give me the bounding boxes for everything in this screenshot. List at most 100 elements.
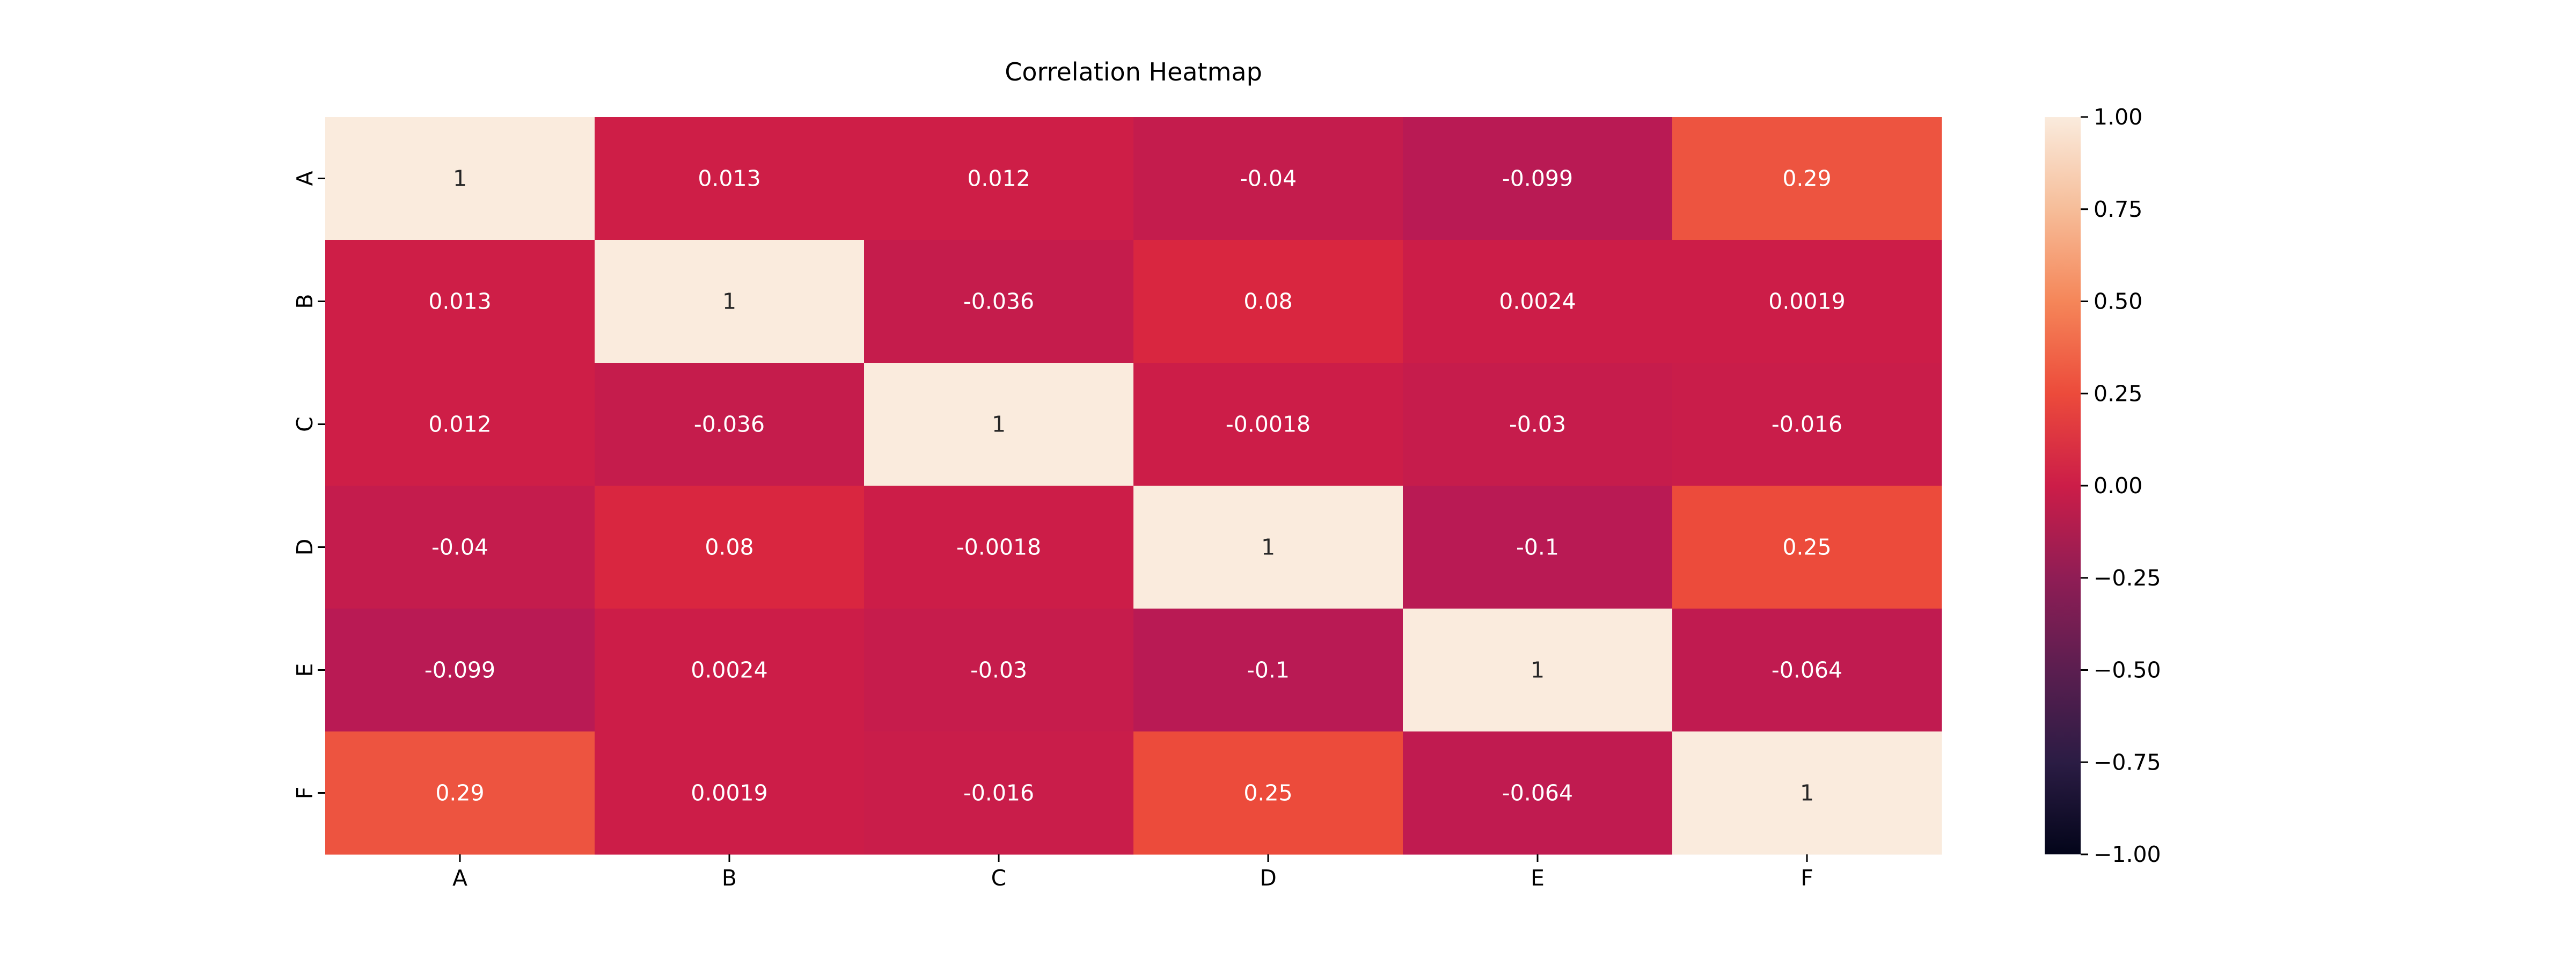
heatmap-cell [864, 117, 1134, 240]
heatmap-cell [1133, 609, 1403, 732]
x-tick-label: E [1531, 865, 1545, 891]
colorbar-tick-label: −0.75 [2094, 749, 2161, 775]
heatmap-cell [864, 486, 1134, 609]
heatmap-cell [325, 117, 595, 240]
colorbar-tick-label: −0.50 [2094, 657, 2161, 683]
heatmap-cell [864, 363, 1134, 486]
colorbar-tick-label: −0.25 [2094, 565, 2161, 591]
cell-annotation: 1 [1531, 657, 1545, 683]
cell-annotation: -0.03 [970, 657, 1027, 683]
heatmap-cell [1672, 609, 1942, 732]
colorbar-tick-label: 0.00 [2094, 473, 2142, 499]
x-tick-label: A [452, 865, 467, 891]
x-tick-label: D [1260, 865, 1277, 891]
cell-annotation: -0.04 [431, 535, 488, 560]
cell-annotation: -0.0018 [956, 535, 1041, 560]
heatmap-cell [1672, 363, 1942, 486]
cell-annotation: 0.25 [1243, 780, 1292, 806]
cell-annotation: 0.29 [435, 780, 484, 806]
cell-annotation: 0.29 [1782, 166, 1831, 192]
y-tick-label: A [292, 171, 318, 186]
cell-annotation: 1 [453, 166, 467, 192]
cell-annotation: 0.013 [698, 166, 760, 192]
y-tick-label: F [292, 787, 318, 800]
y-tick-label: E [292, 663, 318, 677]
cell-annotation: 1 [1800, 780, 1814, 806]
cell-annotation: 0.25 [1782, 535, 1831, 560]
x-tick-label: C [991, 865, 1007, 891]
cell-annotation: -0.016 [963, 780, 1034, 806]
cell-annotation: -0.099 [1502, 166, 1573, 192]
cell-annotation: -0.099 [425, 657, 495, 683]
heatmap-cell [595, 363, 865, 486]
heatmap-cell [325, 609, 595, 732]
heatmap-cell [864, 240, 1134, 363]
heatmap-cell [1672, 117, 1942, 240]
x-tick-label: F [1801, 865, 1813, 891]
heatmap-cell [595, 609, 865, 732]
cell-annotation: -0.036 [963, 289, 1034, 314]
heatmap-cell [1133, 486, 1403, 609]
cell-annotation: -0.036 [694, 412, 765, 437]
cell-annotation: 0.012 [428, 412, 491, 437]
heatmap-cell [1403, 240, 1673, 363]
colorbar [2045, 117, 2081, 854]
heatmap-cell [1133, 731, 1403, 855]
cell-annotations: 1 0.013 0.012 -0.04 -0.099 0.29 0.013 1 -0.036 0.… [425, 166, 1846, 806]
cell-annotation: 1 [1261, 535, 1275, 560]
heatmap-cell [1672, 731, 1942, 855]
heatmap-cell [325, 363, 595, 486]
x-axis: A B C D E F [452, 854, 1813, 891]
cell-annotation: 1 [992, 412, 1006, 437]
cell-annotation: -0.064 [1772, 657, 1842, 683]
colorbar-ticks: 1.00 0.75 0.50 0.25 0.00 −0.25 −0.50 −0.75 −1.00 [2081, 104, 2161, 867]
heatmap-cell [595, 731, 865, 855]
y-axis: A B C D E F [292, 171, 325, 799]
cell-annotation: -0.1 [1516, 535, 1559, 560]
chart-title: Correlation Heatmap [1005, 57, 1262, 86]
cell-annotation: -0.0018 [1226, 412, 1311, 437]
heatmap-cell [1133, 240, 1403, 363]
y-tick-label: D [292, 539, 318, 556]
heatmap-cells [325, 117, 1942, 855]
cell-annotation: 0.0024 [1499, 289, 1576, 314]
heatmap-cell [595, 240, 865, 363]
heatmap-cell [1133, 117, 1403, 240]
heatmap-cell [1403, 117, 1673, 240]
cell-annotation: 0.012 [967, 166, 1030, 192]
heatmap-cell [325, 486, 595, 609]
heatmap-cell [325, 731, 595, 855]
cell-annotation: 0.0019 [1768, 289, 1845, 314]
colorbar-tick-label: 0.50 [2094, 289, 2142, 314]
cell-annotation: -0.04 [1240, 166, 1297, 192]
cell-annotation: 0.08 [1243, 289, 1292, 314]
cell-annotation: 0.0019 [691, 780, 767, 806]
heatmap-cell [325, 240, 595, 363]
heatmap-cell [1403, 731, 1673, 855]
heatmap-cell [864, 731, 1134, 855]
colorbar-tick-label: −1.00 [2094, 841, 2161, 867]
heatmap-cell [1403, 363, 1673, 486]
cell-annotation: -0.03 [1509, 412, 1566, 437]
y-tick-label: B [292, 294, 318, 309]
cell-annotation: 0.0024 [691, 657, 767, 683]
colorbar-tick-label: 1.00 [2094, 104, 2142, 130]
heatmap-cell [1672, 240, 1942, 363]
cell-annotation: 0.08 [705, 535, 753, 560]
heatmap-cell [595, 117, 865, 240]
cell-annotation: -0.064 [1502, 780, 1573, 806]
colorbar-tick-label: 0.75 [2094, 196, 2142, 222]
heatmap-cell [864, 609, 1134, 732]
cell-annotation: 0.013 [428, 289, 491, 314]
cell-annotation: -0.016 [1772, 412, 1842, 437]
cell-annotation: -0.1 [1247, 657, 1290, 683]
heatmap-cell [1403, 609, 1673, 732]
heatmap-cell [1403, 486, 1673, 609]
heatmap-cell [595, 486, 865, 609]
heatmap-cell [1133, 363, 1403, 486]
heatmap-cell [1672, 486, 1942, 609]
cell-annotation: 1 [722, 289, 736, 314]
colorbar-tick-label: 0.25 [2094, 380, 2142, 406]
x-tick-label: B [722, 865, 737, 891]
